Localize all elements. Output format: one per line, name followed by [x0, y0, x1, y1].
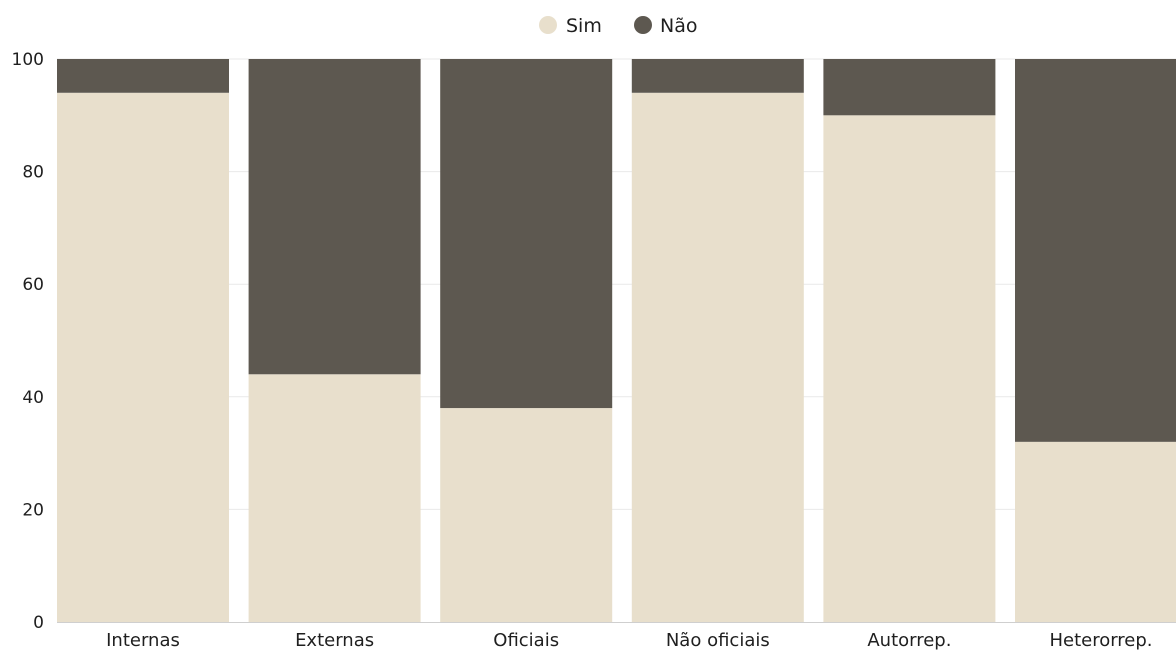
legend-label-nao: Não — [660, 15, 697, 37]
legend: Sim Não — [539, 15, 697, 37]
legend-marker-sim — [539, 16, 557, 34]
x-category-label: Autorrep. — [867, 630, 951, 650]
legend-label-sim: Sim — [566, 15, 602, 37]
bars — [57, 59, 1176, 623]
bar-segment-nao[interactable] — [1015, 59, 1176, 442]
bar-segment-sim[interactable] — [1015, 441, 1176, 622]
bar-segment-sim[interactable] — [57, 92, 229, 622]
bar-segment-nao[interactable] — [57, 59, 229, 93]
bar-segment-nao[interactable] — [248, 59, 421, 375]
y-tick-label: 40 — [22, 388, 44, 408]
bar-segment-sim[interactable] — [248, 374, 421, 622]
y-tick-label: 100 — [12, 50, 44, 70]
x-category-label: Externas — [295, 630, 374, 650]
x-category-label: Heterorrep. — [1049, 630, 1152, 650]
bar-segment-sim[interactable] — [440, 408, 613, 622]
y-tick-label: 0 — [33, 613, 44, 633]
y-tick-label: 20 — [22, 500, 44, 520]
bar-segment-nao[interactable] — [823, 59, 996, 116]
x-category-label: Oficiais — [493, 630, 559, 650]
bar-segment-nao[interactable] — [440, 59, 613, 409]
x-axis: Internas Externas Oficiais Não oficiais … — [106, 630, 1152, 650]
legend-marker-nao — [634, 16, 652, 34]
y-tick-label: 80 — [22, 163, 44, 183]
y-tick-label: 60 — [22, 275, 44, 295]
x-category-label: Não oficiais — [666, 630, 770, 650]
bar-segment-sim[interactable] — [823, 115, 996, 623]
bar-segment-nao[interactable] — [631, 59, 804, 93]
x-category-label: Internas — [106, 630, 180, 650]
y-axis: 0 20 40 60 80 100 — [12, 50, 44, 633]
bar-segment-sim[interactable] — [631, 92, 804, 622]
